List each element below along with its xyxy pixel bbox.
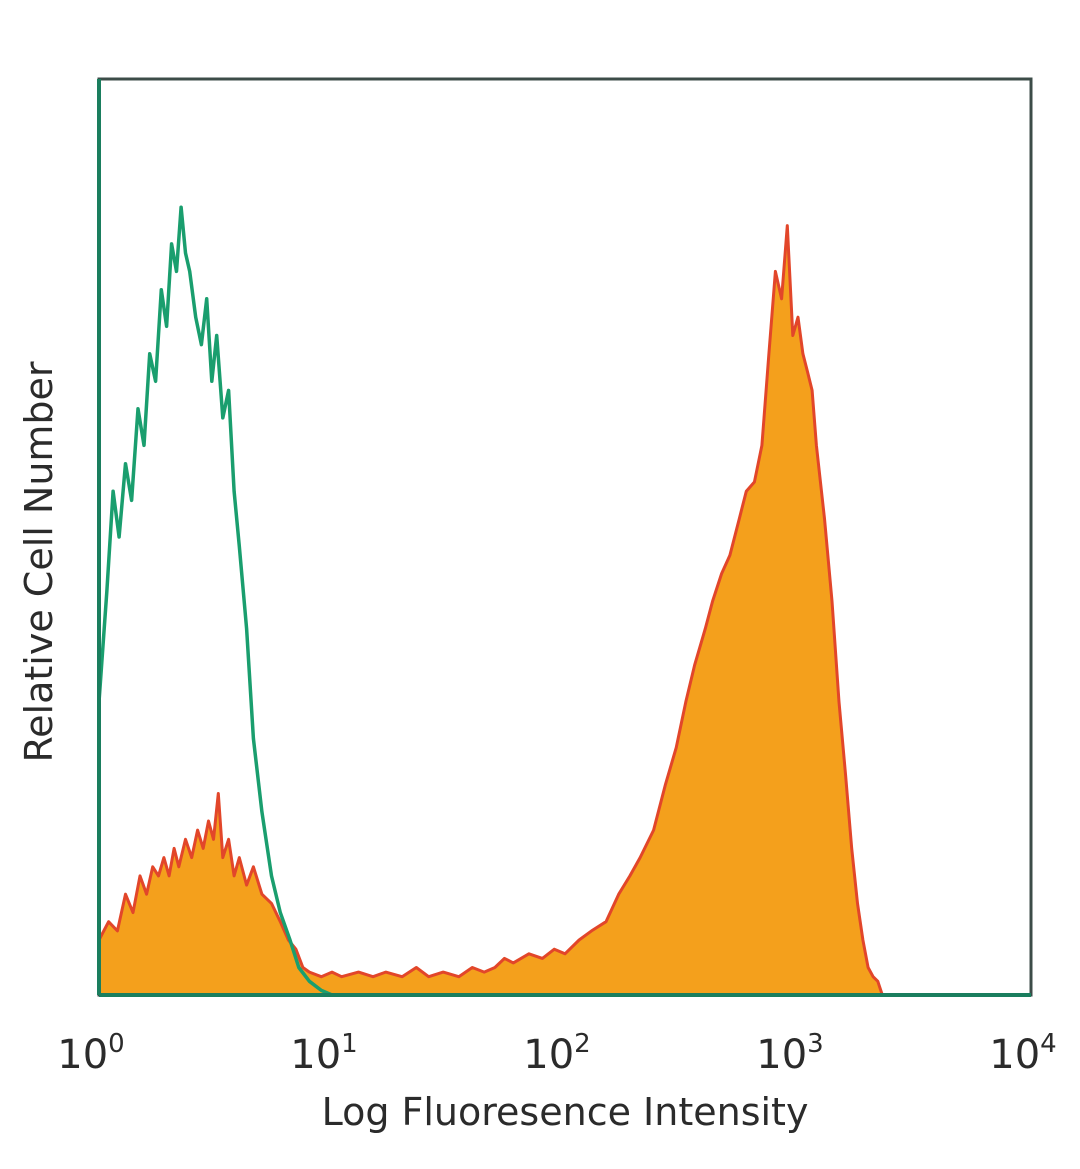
y-axis-title: Relative Cell Number <box>17 361 61 762</box>
stained-histogram-fill <box>99 225 883 996</box>
x-tick-label: 102 <box>523 1029 590 1078</box>
series-layer <box>97 205 884 997</box>
x-tick-label: 103 <box>756 1029 823 1078</box>
plot-area <box>97 77 1033 997</box>
x-tick-label: 104 <box>989 1029 1056 1078</box>
stained-histogram-line <box>97 224 884 996</box>
x-axis-title: Log Fluoresence Intensity <box>322 1090 809 1134</box>
x-tick-label: 101 <box>290 1029 357 1078</box>
x-tick-labels: 100 101 102 103 104 <box>57 1029 1056 1078</box>
x-tick-label: 100 <box>57 1029 124 1078</box>
control-histogram-line <box>97 205 333 997</box>
